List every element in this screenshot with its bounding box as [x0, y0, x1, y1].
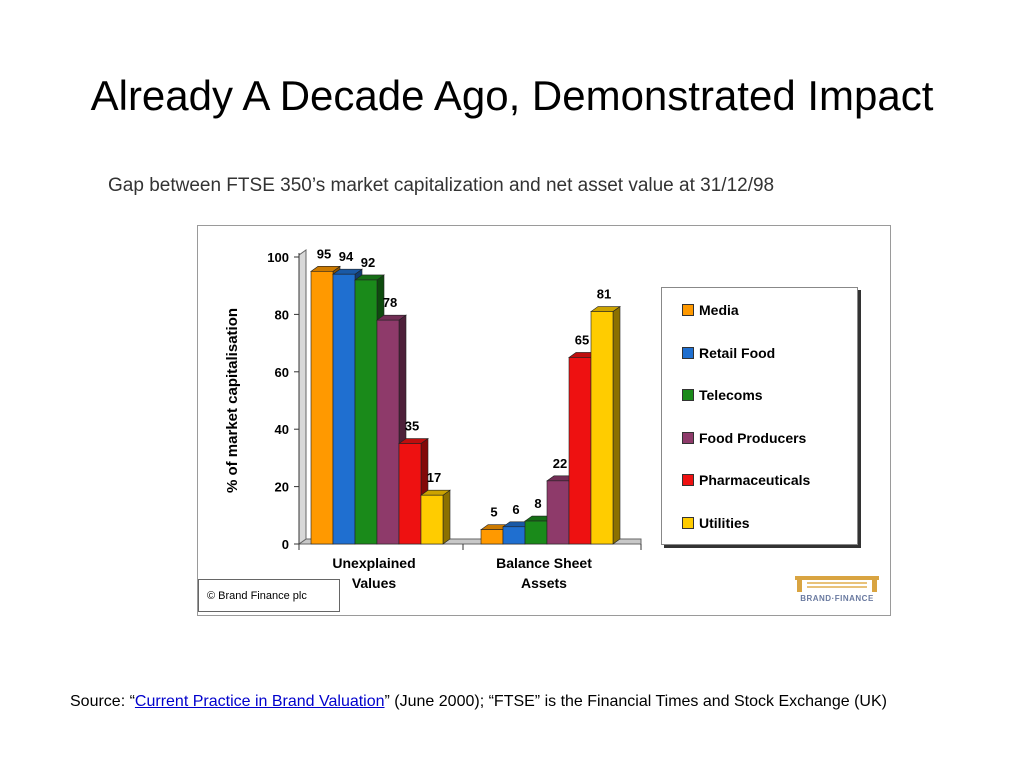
- source-suffix: ” (June 2000); “FTSE” is the Financial T…: [384, 693, 887, 710]
- legend-item-retail-food: Retail Food: [682, 345, 775, 361]
- logo-mark-icon: [795, 576, 879, 592]
- y-axis-title: % of market capitalisation: [224, 308, 241, 493]
- data-label: 5: [490, 505, 497, 520]
- legend-label: Food Producers: [699, 429, 807, 446]
- legend-swatch: [682, 304, 694, 316]
- logo-text: BRAND·FINANCE: [800, 594, 874, 603]
- bar-utilities: [420, 494, 444, 545]
- data-label: 6: [512, 502, 519, 517]
- legend-swatch: [682, 474, 694, 486]
- copyright-box: © Brand Finance plc: [198, 579, 340, 612]
- bar-side: [442, 489, 451, 545]
- x-category-label: Unexplained: [332, 555, 415, 571]
- legend-swatch: [682, 431, 694, 444]
- data-label: 8: [534, 496, 541, 511]
- bar-media: [310, 271, 334, 545]
- legend-item-food-producers: Food Producers: [682, 430, 806, 446]
- data-label: 95: [317, 246, 331, 261]
- data-label: 35: [405, 419, 419, 434]
- bar-side: [612, 305, 621, 545]
- slide-title: Already A Decade Ago, Demonstrated Impac…: [90, 72, 934, 119]
- chart-legend: Media Retail Food Telecoms Food Producers Ph…: [661, 287, 858, 545]
- y-tick-label: 60: [275, 365, 289, 380]
- bar-food-producers: [376, 319, 400, 545]
- y-tick-label: 100: [267, 250, 289, 265]
- bar-pharmaceuticals: [568, 357, 592, 545]
- y-tick-label: 40: [275, 422, 289, 437]
- bar-chart: 0 20 40 60 80 100 % of market capitalisation 95…: [224, 246, 642, 591]
- legend-label: Pharmaceuticals: [699, 472, 811, 488]
- bar-telecoms: [524, 520, 548, 545]
- legend-label: Telecoms: [699, 387, 763, 403]
- data-label: 78: [383, 295, 397, 310]
- data-label: 94: [339, 249, 354, 264]
- legend-item-telecoms: Telecoms: [682, 387, 763, 403]
- legend-item-pharmaceuticals: Pharmaceuticals: [682, 472, 810, 488]
- legend-swatch: [682, 516, 694, 529]
- source-note: Source: “Current Practice in Brand Valua…: [70, 691, 890, 713]
- brand-finance-logo: BRAND·FINANCE: [787, 572, 887, 612]
- data-label: 22: [553, 456, 567, 471]
- bar-retail-food: [332, 273, 356, 545]
- source-prefix: Source: “: [70, 693, 135, 710]
- legend-label: Utilities: [699, 514, 750, 531]
- data-label: 65: [575, 332, 589, 347]
- legend-item-media: Media: [682, 302, 739, 318]
- y-tick-label: 0: [282, 537, 289, 552]
- bar-pharmaceuticals: [398, 443, 422, 545]
- legend-item-utilities: Utilities: [682, 515, 750, 531]
- chart-caption: Gap between FTSE 350’s market capitaliza…: [108, 175, 775, 196]
- y-tick-label: 20: [275, 480, 289, 495]
- x-category-label: Balance Sheet: [496, 555, 592, 571]
- bar-retail-food: [502, 526, 526, 545]
- data-label: 81: [597, 287, 611, 302]
- source-link[interactable]: Current Practice in Brand Valuation: [134, 693, 385, 710]
- x-category-label: Assets: [521, 575, 567, 591]
- y-tick-label: 80: [275, 307, 289, 322]
- legend-swatch: [682, 346, 694, 359]
- legend-label: Retail Food: [699, 344, 776, 361]
- data-label: 92: [361, 255, 375, 270]
- chart-side-wall: [298, 249, 307, 545]
- bar-utilities: [590, 311, 614, 545]
- legend-label: Media: [699, 302, 739, 318]
- x-category-label: Values: [352, 575, 397, 591]
- legend-swatch: [682, 389, 694, 401]
- bar-media: [480, 529, 504, 545]
- bar-food-producers: [546, 480, 570, 545]
- bar-telecoms: [354, 279, 378, 545]
- data-label: 17: [427, 470, 441, 485]
